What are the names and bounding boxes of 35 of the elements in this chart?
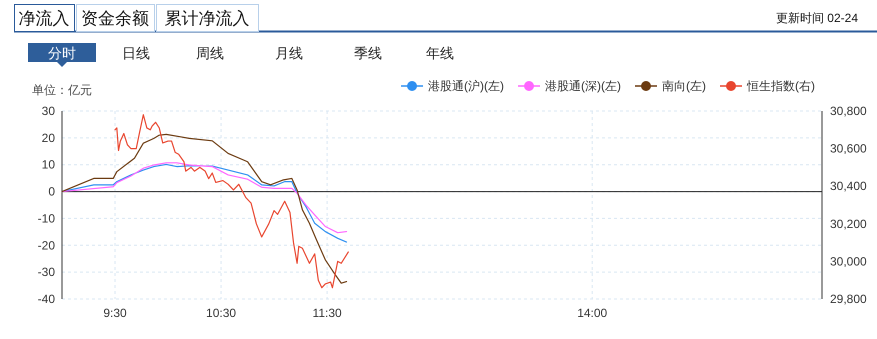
y-axis-title: 单位：亿元 [32, 83, 92, 97]
text: 分时 [48, 45, 76, 61]
y-tick-label: -30 [38, 265, 56, 280]
x-tick-label: 9:30 [103, 306, 128, 320]
y2-tick-label: 30,400 [830, 179, 868, 194]
line-series [61, 134, 348, 284]
line-series [114, 114, 349, 288]
text: 周线 [196, 45, 224, 61]
x-tick-label: 10:30 [206, 306, 236, 320]
y2-tick-label: 30,000 [830, 254, 868, 268]
text: 累计净流入 [164, 9, 250, 28]
x-tick-label: 14:00 [577, 306, 608, 320]
y2-tick-label: 29,800 [830, 292, 868, 306]
y-tick-label: 30 [42, 104, 56, 118]
x-tick-label: 11:30 [312, 306, 342, 320]
y2-tick-label: 30,600 [830, 142, 868, 156]
text: 月线 [275, 45, 303, 61]
text: 季线 [354, 45, 382, 61]
y-tick-label: -40 [38, 292, 56, 306]
text: 净流入 [18, 9, 70, 28]
y2-tick-label: 30,200 [830, 216, 868, 231]
y-tick-label: 0 [48, 184, 56, 199]
y-tick-label: -20 [38, 238, 56, 252]
y-tick-label: 20 [42, 130, 56, 145]
y2-tick-label: 30,800 [830, 104, 868, 118]
legend-label: 南向(左) [662, 79, 706, 93]
y-tick-label: 10 [42, 158, 56, 172]
text: 年线 [426, 45, 454, 61]
legend-label: 港股通(深)(左) [545, 79, 622, 93]
text: 日线 [122, 45, 150, 61]
text: 资金余额 [81, 9, 149, 28]
legend-label: 港股通(沪)(左) [428, 79, 504, 93]
y-tick-label: -10 [38, 211, 56, 226]
legend-label: 恒生指数(右) [746, 79, 815, 93]
text: 更新时间 02-24 [776, 11, 858, 25]
